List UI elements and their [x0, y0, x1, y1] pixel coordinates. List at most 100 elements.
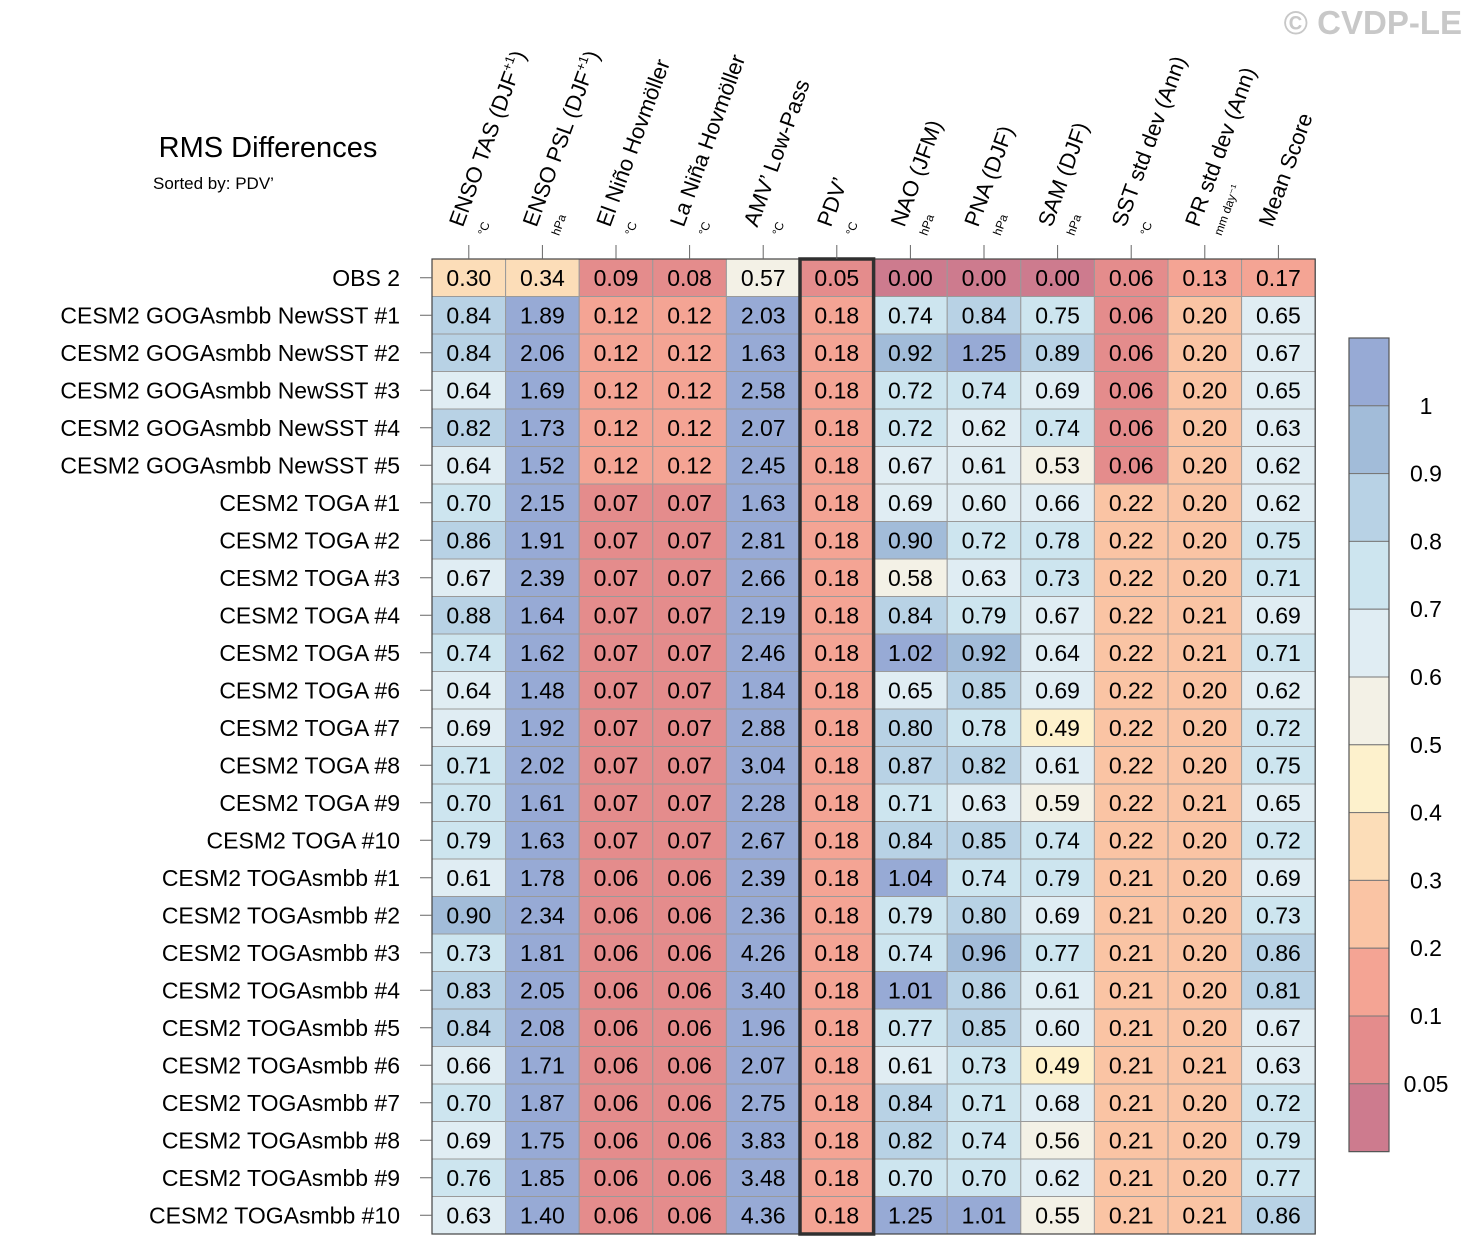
- cell-value: 0.73: [1256, 902, 1301, 928]
- cell-value: 2.45: [741, 452, 786, 478]
- cell-value: 0.49: [1035, 1052, 1080, 1078]
- cell-value: 0.30: [446, 265, 491, 291]
- cell-value: 0.89: [1035, 340, 1080, 366]
- cell-value: 0.18: [814, 977, 859, 1003]
- heatmap-cell: [946, 258, 1022, 297]
- cell-value: 0.66: [446, 1052, 491, 1078]
- cell-value: 0.07: [594, 715, 639, 741]
- cell-value: 0.18: [814, 340, 859, 366]
- heatmap-cell: [1167, 1083, 1243, 1122]
- heatmap-cell: [652, 858, 727, 897]
- column-label: SAM (DJF): [1033, 119, 1094, 230]
- heatmap-cell: [946, 596, 1022, 635]
- heatmap-cell: [873, 1008, 948, 1047]
- column-unit: hPa: [990, 212, 1011, 237]
- cell-value: 0.21: [1182, 640, 1227, 666]
- row-label: CESM2 TOGA #2: [219, 527, 400, 553]
- heatmap-cell: [946, 971, 1022, 1010]
- cell-value: 2.05: [520, 977, 565, 1003]
- heatmap-cell: [652, 896, 727, 935]
- heatmap-cell: [725, 783, 801, 822]
- cell-value: 0.22: [1109, 677, 1154, 703]
- cell-value: 0.18: [814, 1127, 859, 1153]
- cell-value: 0.34: [520, 265, 565, 291]
- heatmap-cell: [1167, 933, 1243, 972]
- cell-value: 0.83: [446, 977, 491, 1003]
- heatmap-cell: [1020, 446, 1095, 485]
- heatmap-cell: [1241, 521, 1316, 560]
- cell-value: 1.63: [741, 340, 786, 366]
- heatmap-cell: [505, 858, 580, 897]
- column-label-text: SAM (DJF): [1033, 119, 1094, 230]
- cell-value: 0.12: [667, 377, 712, 403]
- cell-value: 2.28: [741, 790, 786, 816]
- cell-value: 0.74: [962, 1127, 1007, 1153]
- colorbar-label: 0.4: [1410, 800, 1442, 826]
- cell-value: 0.18: [814, 902, 859, 928]
- cell-value: 0.06: [667, 1127, 712, 1153]
- heatmap-cell: [431, 633, 507, 672]
- cell-value: 1.63: [741, 490, 786, 516]
- heatmap-cell: [652, 371, 727, 410]
- heatmap-cell: [1241, 1008, 1316, 1047]
- heatmap-cell: [1093, 858, 1169, 897]
- heatmap-cell: [505, 483, 580, 522]
- heatmap-cells: 0.30 0.34 0.09 0.08 0.57 0.05 0.00 0.00 0.00 0.06…: [431, 257, 1316, 1236]
- heatmap-cell: [946, 1158, 1022, 1197]
- row-label: CESM2 TOGA #10: [207, 827, 400, 853]
- cell-value: 0.74: [962, 377, 1007, 403]
- colorbar-label: 1: [1420, 393, 1433, 419]
- cell-value: 0.21: [1109, 865, 1154, 891]
- cell-value: 0.71: [1256, 640, 1301, 666]
- cell-value: 0.72: [1256, 827, 1301, 853]
- heatmap-cell: [431, 933, 507, 972]
- heatmap-cell: [725, 408, 801, 447]
- cell-value: 0.72: [888, 415, 933, 441]
- cell-value: 0.75: [1035, 302, 1080, 328]
- cell-value: 0.07: [667, 715, 712, 741]
- cell-value: 1.89: [520, 302, 565, 328]
- heatmap-cell: [725, 1121, 801, 1160]
- heatmap-cell: [873, 296, 948, 335]
- row-label: CESM2 TOGAsmbb #1: [162, 865, 400, 891]
- column-label: PNA (DJF): [959, 122, 1018, 229]
- heatmap-cell: [946, 408, 1022, 447]
- heatmap-cell: [946, 783, 1022, 822]
- cell-value: 0.20: [1182, 940, 1227, 966]
- cell-value: 0.64: [446, 452, 491, 478]
- cell-value: 0.21: [1182, 1202, 1227, 1228]
- heatmap-cell: [505, 258, 580, 297]
- cell-value: 0.79: [1256, 1127, 1301, 1153]
- colorbar-label: 0.2: [1410, 935, 1442, 961]
- cell-value: 0.06: [594, 1165, 639, 1191]
- cell-value: 0.18: [814, 940, 859, 966]
- row-label: CESM2 TOGA #5: [219, 640, 400, 666]
- cell-value: 1.52: [520, 452, 565, 478]
- cell-value: 0.74: [1035, 415, 1080, 441]
- cell-value: 0.92: [962, 640, 1007, 666]
- cell-value: 1.69: [520, 377, 565, 403]
- heatmap-cell: [1241, 1196, 1316, 1235]
- colorbar-label: 0.05: [1404, 1071, 1449, 1097]
- cell-value: 0.84: [888, 1090, 933, 1116]
- cell-value: 0.20: [1182, 977, 1227, 1003]
- heatmap-cell: [1093, 1008, 1169, 1047]
- cell-value: 0.58: [888, 565, 933, 591]
- cell-value: 0.05: [814, 265, 859, 291]
- column-unit: hPa: [917, 212, 938, 237]
- cell-value: 1.63: [520, 827, 565, 853]
- heatmap-cell: [1241, 258, 1316, 297]
- cell-value: 0.78: [962, 715, 1007, 741]
- cell-value: 3.48: [741, 1165, 786, 1191]
- column-label-text: SST std dev (Ann): [1106, 53, 1191, 230]
- cell-value: 0.22: [1109, 602, 1154, 628]
- cell-value: 0.06: [667, 977, 712, 1003]
- cell-value: 0.06: [594, 902, 639, 928]
- heatmap-cell: [431, 371, 507, 410]
- cell-value: 0.20: [1182, 302, 1227, 328]
- colorbar-label: 0.5: [1410, 732, 1442, 758]
- cell-value: 0.64: [446, 377, 491, 403]
- cell-value: 0.20: [1182, 1015, 1227, 1041]
- cell-value: 2.19: [741, 602, 786, 628]
- cell-value: 0.88: [446, 602, 491, 628]
